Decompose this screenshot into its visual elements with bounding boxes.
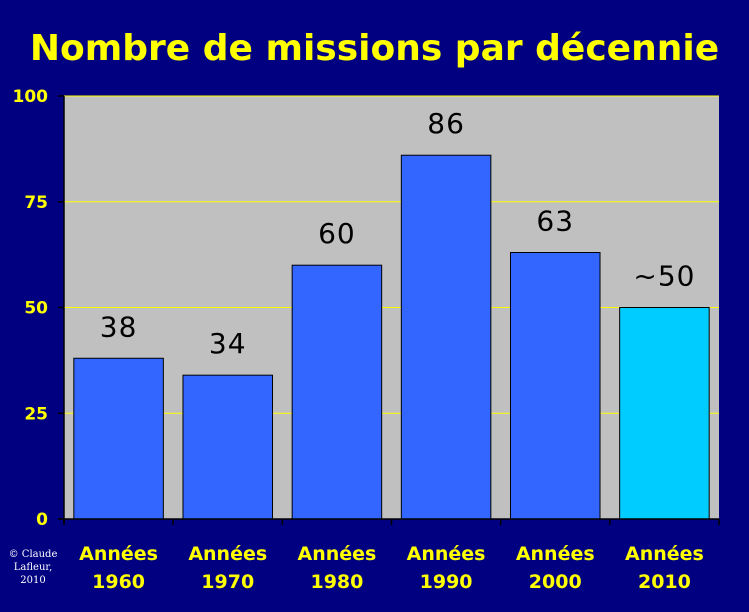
x-tick-label: 1970 — [201, 571, 254, 593]
bar — [619, 307, 710, 520]
data-label: 63 — [536, 205, 574, 238]
bar — [182, 374, 274, 520]
chart-title: Nombre de missions par décennie — [29, 28, 720, 69]
copyright-line: © Claude — [8, 549, 58, 560]
y-tick-label: 100 — [13, 87, 49, 107]
bar — [400, 154, 492, 520]
x-tick-label: Années — [407, 543, 486, 565]
x-tick-label: 2000 — [529, 571, 582, 593]
copyright-notice: © Claude Lafleur, 2010 — [4, 548, 62, 587]
x-tick-label: 2010 — [638, 571, 691, 593]
x-tick-label: 1980 — [310, 571, 363, 593]
y-tick-label: 75 — [24, 193, 48, 213]
data-label: 38 — [100, 310, 138, 343]
y-tick-label: 0 — [36, 510, 48, 530]
data-label: ~50 — [633, 260, 695, 293]
data-label: 86 — [427, 107, 465, 140]
axes — [58, 95, 720, 525]
grid-lines — [64, 95, 719, 414]
x-tick-label: 1990 — [420, 571, 473, 593]
x-tick-label: Années — [188, 543, 267, 565]
x-tick-label: Années — [79, 543, 158, 565]
x-tick-label: 1960 — [92, 571, 145, 593]
bar — [291, 264, 383, 520]
copyright-line: Lafleur, — [13, 562, 53, 573]
x-tick-label: Années — [516, 543, 595, 565]
data-label: 60 — [318, 217, 356, 250]
x-tick-label: Années — [297, 543, 376, 565]
bar — [509, 252, 601, 520]
copyright-line: 2010 — [20, 575, 46, 586]
labels: 0 25 50 75 100 38 Années 1960 34 Années 1970 60 Anné… — [13, 87, 704, 593]
y-tick-label: 25 — [24, 404, 48, 424]
x-tick-label: Années — [625, 543, 704, 565]
data-label: 34 — [209, 327, 247, 360]
bar — [73, 357, 164, 520]
y-tick-label: 50 — [24, 299, 48, 319]
